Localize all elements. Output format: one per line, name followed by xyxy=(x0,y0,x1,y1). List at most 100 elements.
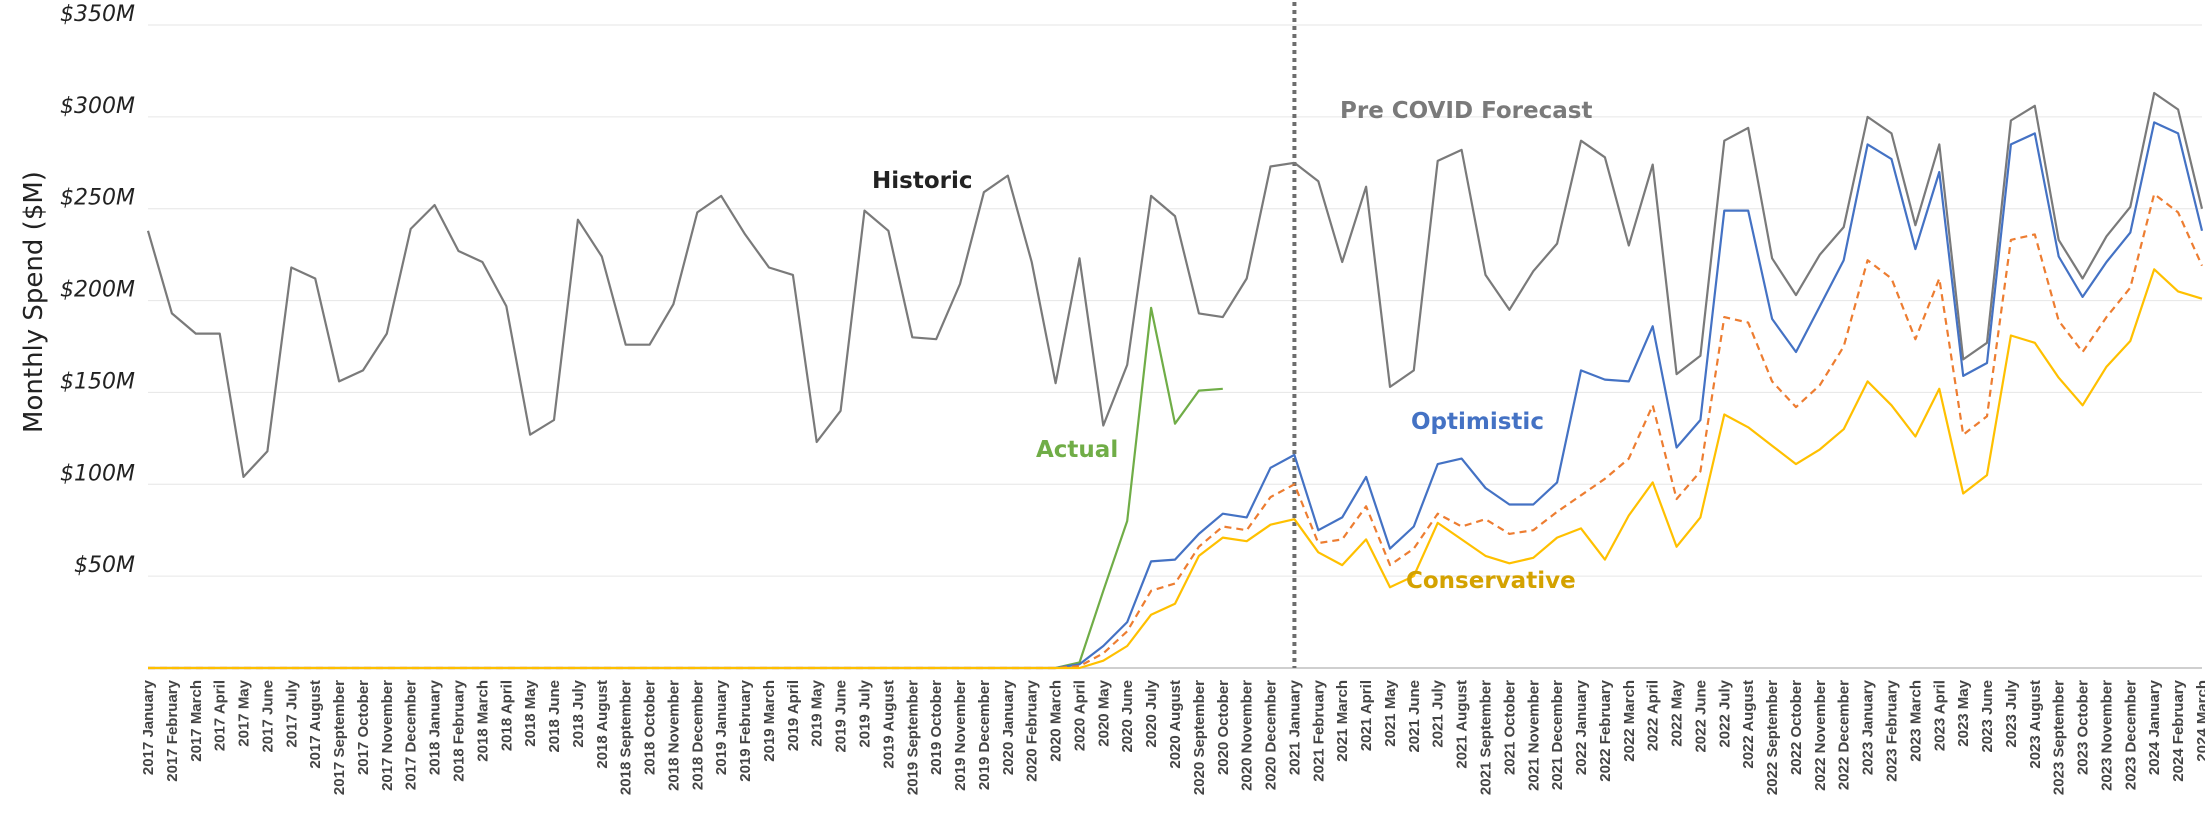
x-tick-label: 2019 December xyxy=(976,680,993,790)
x-tick-label: 2023 June xyxy=(1979,680,1996,753)
x-tick-label: 2021 July xyxy=(1430,679,1447,747)
y-tick-label: $100M xyxy=(60,461,135,486)
y-tick-label: $200M xyxy=(60,278,135,303)
x-tick-label: 2023 February xyxy=(1884,679,1901,781)
x-tick-label: 2023 December xyxy=(2122,680,2139,790)
x-tick-label: 2017 May xyxy=(236,679,253,746)
x-tick-label: 2020 September xyxy=(1191,680,1208,795)
x-tick-label: 2017 April xyxy=(212,680,229,751)
series-line-conservative xyxy=(148,268,2203,670)
x-tick-label: 2019 March xyxy=(761,680,778,762)
x-tick-label: 2018 December xyxy=(689,680,706,790)
series-line-optimistic xyxy=(148,121,2204,670)
x-tick-label: 2022 January xyxy=(1573,679,1590,775)
y-tick-label: $350M xyxy=(60,2,135,27)
x-tick-label: 2022 May xyxy=(1669,679,1686,746)
x-tick-label: 2018 March xyxy=(474,680,491,762)
x-tick-label: 2022 August xyxy=(1740,680,1757,769)
x-tick-label: 2021 April xyxy=(1358,680,1375,751)
x-tick-label: 2018 September xyxy=(618,680,635,795)
x-tick-label: 2022 September xyxy=(1764,680,1781,795)
x-tick-label: 2018 January xyxy=(427,679,444,775)
x-tick-label: 2017 January xyxy=(140,679,157,775)
x-tick-label: 2020 October xyxy=(1215,680,1232,775)
y-tick-label: $150M xyxy=(60,369,135,394)
annotation-actual: Actual xyxy=(1036,437,1118,463)
x-axis-ticks: 2017 January 2017 February 2017 March 2017 … xyxy=(140,679,2205,795)
x-tick-label: 2020 May xyxy=(1095,679,1112,746)
y-axis-label: Monthly Spend ($M) xyxy=(19,171,49,433)
x-tick-label: 2023 July xyxy=(2003,679,2020,747)
x-tick-label: 2022 April xyxy=(1645,680,1662,751)
x-tick-label: 2020 December xyxy=(1263,680,1280,790)
x-tick-label: 2017 October xyxy=(355,680,372,775)
x-tick-label: 2018 May xyxy=(522,679,539,746)
x-tick-label: 2019 August xyxy=(880,680,897,769)
x-tick-label: 2017 December xyxy=(403,680,420,790)
x-tick-label: 2021 October xyxy=(1501,680,1518,775)
x-tick-label: 2023 November xyxy=(2098,680,2115,791)
annotation-pre-covid-forecast: Pre COVID Forecast xyxy=(1340,98,1592,124)
x-tick-label: 2018 August xyxy=(594,680,611,769)
x-tick-label: 2021 May xyxy=(1382,679,1399,746)
x-tick-label: 2020 June xyxy=(1119,680,1136,753)
x-tick-label: 2017 August xyxy=(307,680,324,769)
x-tick-label: 2023 January xyxy=(1860,679,1877,775)
x-tick-label: 2019 May xyxy=(809,679,826,746)
x-tick-label: 2021 January xyxy=(1286,679,1303,775)
x-tick-label: 2021 February xyxy=(1310,679,1327,781)
x-tick-label: 2018 June xyxy=(546,680,563,753)
x-tick-label: 2019 June xyxy=(833,680,850,753)
x-tick-label: 2019 July xyxy=(857,679,874,747)
x-tick-label: 2022 March xyxy=(1621,680,1638,762)
x-tick-label: 2018 November xyxy=(665,680,682,791)
series-line-median-forecast xyxy=(148,192,2204,670)
x-tick-label: 2024 January xyxy=(2146,679,2163,775)
x-tick-label: 2019 February xyxy=(737,679,754,781)
x-tick-label: 2018 February xyxy=(450,679,467,781)
x-tick-label: 2017 July xyxy=(283,679,300,747)
x-tick-label: 2021 November xyxy=(1525,680,1542,791)
x-tick-label: 2020 March xyxy=(1048,680,1065,762)
series-lines xyxy=(146,91,2204,670)
series-line-historic xyxy=(146,161,1295,478)
x-tick-label: 2020 August xyxy=(1167,680,1184,769)
x-tick-label: 2022 February xyxy=(1597,679,1614,781)
x-tick-label: 2023 May xyxy=(1955,679,1972,746)
series-line-pre-covid-forecast xyxy=(1293,91,2204,388)
x-tick-label: 2017 February xyxy=(164,679,181,781)
x-tick-label: 2024 March xyxy=(2194,680,2205,762)
annotation-conservative: Conservative xyxy=(1406,568,1576,594)
y-tick-label: $50M xyxy=(74,553,135,578)
x-tick-label: 2020 January xyxy=(1000,679,1017,775)
x-tick-label: 2017 June xyxy=(259,680,276,753)
x-tick-label: 2023 April xyxy=(1931,680,1948,751)
x-tick-label: 2023 March xyxy=(1907,680,1924,762)
series-line-actual xyxy=(1055,306,1223,670)
x-tick-label: 2022 November xyxy=(1812,680,1829,791)
annotation-historic: Historic xyxy=(872,168,972,194)
y-axis-ticks: $50M $100M $150M $200M $250M $300M $350M xyxy=(60,2,135,578)
x-tick-label: 2020 February xyxy=(1024,679,1041,781)
x-tick-label: 2023 September xyxy=(2051,680,2068,795)
x-tick-label: 2024 February xyxy=(2170,679,2187,781)
x-tick-label: 2022 July xyxy=(1716,679,1733,747)
x-tick-label: 2019 January xyxy=(713,679,730,775)
x-tick-label: 2019 October xyxy=(928,680,945,775)
y-tick-label: $250M xyxy=(60,186,135,211)
x-tick-label: 2017 September xyxy=(331,680,348,795)
x-tick-label: 2022 June xyxy=(1692,680,1709,753)
x-tick-label: 2021 March xyxy=(1334,680,1351,762)
x-tick-label: 2021 December xyxy=(1549,680,1566,790)
x-tick-label: 2017 March xyxy=(188,680,205,762)
x-tick-label: 2017 November xyxy=(379,680,396,791)
x-tick-label: 2023 August xyxy=(2027,680,2044,769)
x-tick-label: 2019 November xyxy=(952,680,969,791)
y-tick-label: $300M xyxy=(60,94,135,119)
x-tick-label: 2020 April xyxy=(1071,680,1088,751)
x-tick-label: 2018 July xyxy=(570,679,587,747)
x-tick-label: 2023 October xyxy=(2075,680,2092,775)
x-tick-label: 2021 June xyxy=(1406,680,1423,753)
x-tick-label: 2019 September xyxy=(904,680,921,795)
